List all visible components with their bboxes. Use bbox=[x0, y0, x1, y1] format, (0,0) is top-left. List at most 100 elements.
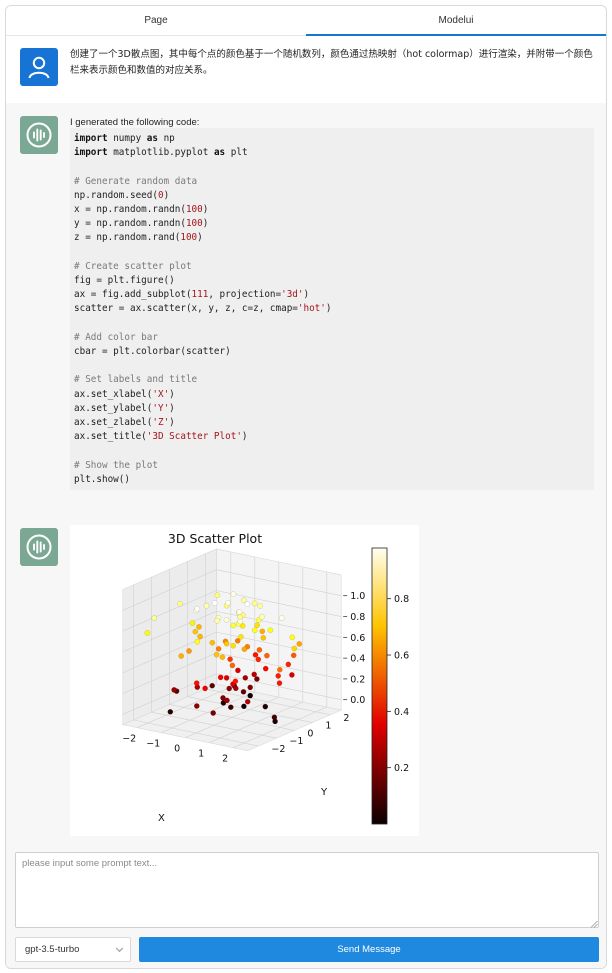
code-line: ax.set_ylabel('Y') bbox=[74, 402, 175, 414]
code-line: np.random.seed(0) bbox=[74, 189, 170, 201]
scatter-point bbox=[276, 666, 283, 673]
grid-line bbox=[216, 590, 342, 617]
scatter-point bbox=[256, 647, 263, 653]
scatter-point bbox=[214, 617, 220, 624]
scatter-point bbox=[230, 591, 237, 597]
scatter-point bbox=[178, 653, 184, 659]
chart-title: 3D Scatter Plot bbox=[168, 531, 262, 546]
tab-modelui[interactable]: Modelui bbox=[306, 6, 606, 36]
scatter-point bbox=[252, 652, 259, 658]
bot-avatar bbox=[20, 528, 58, 566]
user-icon bbox=[28, 56, 50, 79]
code-line: # Generate random data bbox=[74, 175, 198, 187]
scatter-point bbox=[215, 646, 222, 652]
scatter-point bbox=[230, 642, 236, 649]
code-line bbox=[74, 444, 590, 458]
scatter-point bbox=[220, 695, 226, 701]
code-line bbox=[74, 160, 590, 174]
scatter-point bbox=[236, 609, 243, 615]
code-line: x = np.random.randn(100) bbox=[74, 204, 209, 216]
scatter-point bbox=[189, 620, 196, 626]
y-tick-label: 0 bbox=[307, 728, 313, 739]
grid-line bbox=[205, 688, 331, 716]
scatter-point bbox=[177, 600, 183, 607]
scatter-point bbox=[219, 654, 226, 660]
scatter-point bbox=[235, 667, 241, 674]
grid-line bbox=[122, 569, 217, 611]
scatter-point bbox=[290, 652, 297, 659]
app-window: Page Modelui 创建了一个3D散点图，其中每个点的颜色基于一个随机数列… bbox=[5, 5, 607, 969]
scatter-point bbox=[194, 638, 201, 645]
scatter-point bbox=[255, 617, 262, 623]
composer: gpt-3.5-turbo Send Message bbox=[6, 843, 606, 968]
model-select[interactable]: gpt-3.5-turbo bbox=[15, 937, 131, 962]
tab-page-label: Page bbox=[144, 15, 168, 26]
code-line: z = np.random.rand(100) bbox=[74, 232, 203, 244]
scatter-point bbox=[223, 617, 230, 623]
code-line bbox=[74, 246, 590, 260]
scatter-point bbox=[197, 633, 203, 640]
scatter-point bbox=[241, 703, 247, 710]
scatter-point bbox=[186, 648, 192, 654]
code-line: y = np.random.randn(100) bbox=[74, 218, 209, 230]
scatter-point bbox=[275, 673, 281, 679]
scatter-point bbox=[285, 661, 292, 668]
code-line: # Create scatter plot bbox=[74, 260, 192, 272]
scatter-point bbox=[214, 592, 221, 598]
scatter-point bbox=[234, 638, 241, 644]
scatter-plot-image: −2 −1 0 1 2 −2 −1 0 1 2 0.0 0.2 0.4 0.6 0.8 1.0 3D Scat… bbox=[70, 525, 419, 836]
tab-modelui-label: Modelui bbox=[438, 15, 474, 26]
scatter-point bbox=[254, 676, 260, 682]
grid-line bbox=[169, 704, 295, 731]
z-tick-label: 0.6 bbox=[350, 633, 365, 644]
colorbar-tick-label: 0.4 bbox=[394, 707, 409, 718]
scatter-point bbox=[259, 628, 266, 635]
prompt-input[interactable] bbox=[15, 852, 599, 928]
scatter-point bbox=[255, 656, 262, 663]
x-tick-label: −2 bbox=[122, 734, 136, 745]
z-tick-label: 1.0 bbox=[350, 591, 365, 602]
y-tick-label: 2 bbox=[343, 713, 349, 724]
code-line: plt.show() bbox=[74, 473, 130, 485]
scatter-point bbox=[192, 628, 199, 635]
scatter-point bbox=[289, 672, 295, 678]
x-tick-label: 2 bbox=[222, 754, 228, 765]
scatter-point bbox=[262, 703, 269, 710]
grid-line bbox=[122, 673, 217, 715]
resize-handle-icon[interactable] bbox=[590, 920, 598, 928]
tab-page[interactable]: Page bbox=[6, 6, 306, 35]
send-message-button[interactable]: Send Message bbox=[139, 937, 599, 962]
scatter-point bbox=[232, 685, 239, 692]
scatter-point bbox=[251, 600, 258, 607]
scatter-point bbox=[229, 662, 236, 669]
code-block[interactable]: import numpy as np import matplotlib.pypl… bbox=[70, 128, 594, 490]
scatter-point bbox=[278, 615, 285, 621]
grid-line bbox=[216, 652, 342, 680]
colorbar-tick-label: 0.6 bbox=[394, 651, 409, 662]
scatter-point bbox=[291, 645, 298, 652]
scatter-point bbox=[240, 597, 247, 603]
colorbar-tick-label: 0.2 bbox=[394, 763, 409, 774]
scatter-point bbox=[251, 627, 258, 634]
z-tick-label: 0.4 bbox=[350, 654, 365, 665]
tab-bar: Page Modelui bbox=[6, 6, 606, 36]
code-line bbox=[74, 317, 590, 331]
scatter-point bbox=[254, 622, 260, 628]
scatter-point bbox=[209, 639, 216, 646]
x-tick-label: 1 bbox=[198, 749, 204, 760]
code-line: import matplotlib.pyplot as plt bbox=[74, 147, 248, 159]
code-line: # Show the plot bbox=[74, 459, 158, 471]
code-line: ax = fig.add_subplot(111, projection='3d… bbox=[74, 289, 310, 301]
scatter-point bbox=[223, 640, 230, 647]
scatter-point bbox=[240, 688, 247, 695]
scatter-point bbox=[217, 674, 224, 681]
grid-line bbox=[216, 631, 342, 659]
scatter-point bbox=[144, 630, 151, 636]
scatter-point bbox=[257, 603, 263, 609]
waveform-icon bbox=[26, 122, 52, 148]
code-line: ax.set_title('3D Scatter Plot') bbox=[74, 431, 248, 443]
bot-intro-text: I generated the following code: bbox=[70, 117, 200, 128]
chat-history[interactable]: 创建了一个3D散点图，其中每个点的颜色基于一个随机数列，颜色通过热映射（hot … bbox=[6, 37, 606, 843]
scatter-point bbox=[247, 684, 253, 691]
